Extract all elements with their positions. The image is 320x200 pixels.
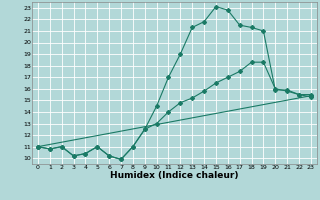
X-axis label: Humidex (Indice chaleur): Humidex (Indice chaleur) <box>110 171 239 180</box>
